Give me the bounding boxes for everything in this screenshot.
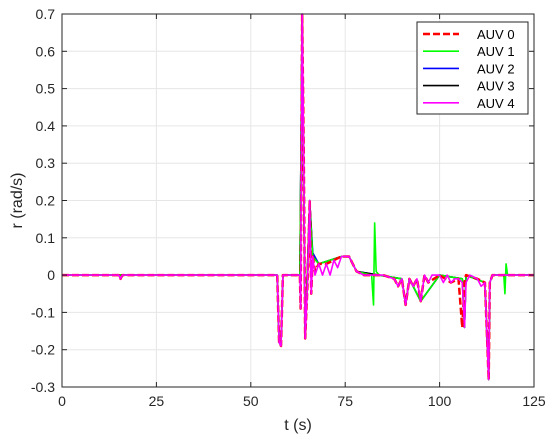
x-tick-label: 100 (428, 393, 452, 409)
y-tick-label: 0.6 (36, 43, 56, 59)
x-tick-label: 25 (149, 393, 165, 409)
y-tick-label: 0 (47, 267, 55, 283)
y-tick-label: 0.7 (36, 6, 56, 22)
legend: AUV 0 AUV 1 AUV 2 AUV 3 AUV 4 (416, 21, 529, 115)
x-tick-label: 125 (522, 393, 546, 409)
y-tick-label: -0.1 (31, 304, 55, 320)
y-tick-label: 0.1 (36, 230, 56, 246)
y-tick-label: -0.2 (31, 342, 55, 358)
y-axis-label: r (rad/s) (9, 173, 26, 229)
y-tick-label: 0.2 (36, 193, 56, 209)
legend-label: AUV 4 (477, 96, 515, 111)
x-tick-label: 75 (337, 393, 353, 409)
legend-label: AUV 1 (477, 44, 515, 59)
y-tick-label: -0.3 (31, 379, 55, 395)
y-tick-label: 0.4 (36, 118, 56, 134)
legend-label: AUV 2 (477, 61, 515, 76)
tick-marks (61, 13, 535, 388)
series-layer (62, 12, 534, 381)
x-axis-label: t (s) (284, 417, 312, 434)
legend-label: AUV 0 (477, 27, 515, 42)
series-line-auv-4 (62, 13, 534, 381)
legend-label: AUV 3 (477, 79, 515, 94)
x-tick-label: 0 (58, 393, 66, 409)
x-tick-labels: 0 25 50 75 100 125 (58, 393, 546, 409)
x-tick-label: 50 (243, 393, 259, 409)
y-tick-label: 0.5 (36, 81, 56, 97)
y-tick-labels: -0.3 -0.2 -0.1 0 0.1 0.2 0.3 0.4 0.5 0.6 0.7 (31, 6, 55, 395)
y-tick-label: 0.3 (36, 155, 56, 171)
